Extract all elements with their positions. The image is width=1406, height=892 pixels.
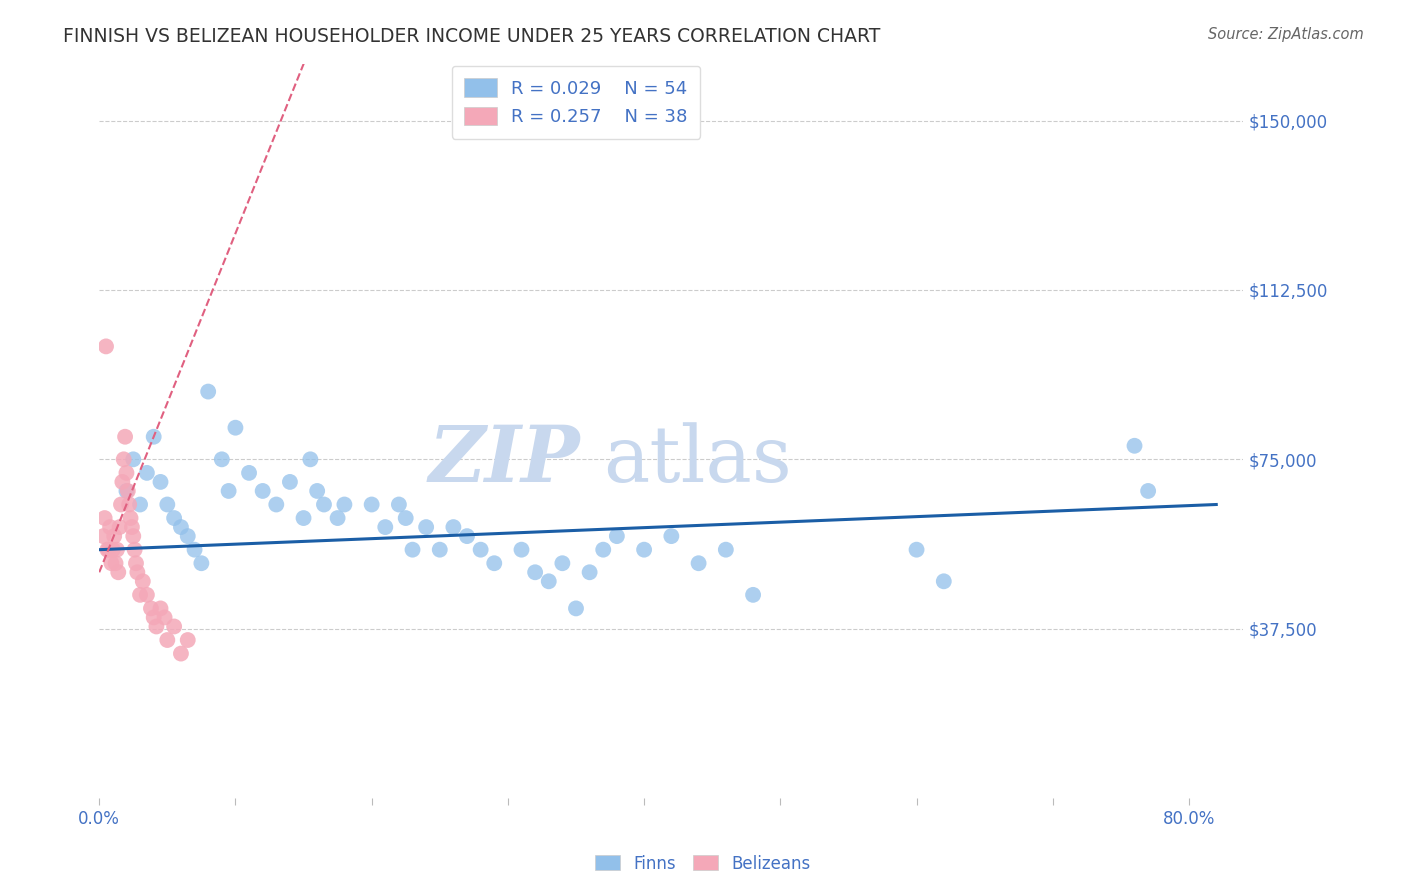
Point [94, 339, 117, 353]
Point [129, 588, 152, 602]
Point [360, 498, 382, 512]
Point [401, 542, 423, 557]
Point [388, 498, 411, 512]
Point [238, 466, 260, 480]
Point [307, 483, 329, 498]
Point [470, 542, 492, 557]
Point [125, 556, 148, 570]
Point [218, 483, 240, 498]
Point [633, 542, 655, 557]
Point [145, 619, 167, 633]
Point [688, 556, 710, 570]
Point [100, 556, 122, 570]
Point [110, 498, 132, 512]
Point [211, 452, 233, 467]
Point [121, 520, 143, 534]
Point [224, 420, 246, 434]
Point [592, 542, 614, 557]
Point [374, 520, 396, 534]
Point [170, 647, 193, 661]
Point [429, 542, 451, 557]
Point [484, 556, 506, 570]
Point [606, 529, 628, 543]
Point [395, 511, 418, 525]
Point [97, 542, 120, 557]
Point [91, 529, 114, 543]
Point [326, 511, 349, 525]
Point [441, 520, 464, 534]
Point [111, 475, 134, 489]
Point [139, 601, 162, 615]
Point [105, 542, 128, 557]
Point [905, 542, 928, 557]
Point [551, 556, 574, 570]
Point [266, 498, 288, 512]
Point [156, 498, 179, 512]
Point [120, 511, 142, 525]
Text: FINNISH VS BELIZEAN HOUSEHOLDER INCOME UNDER 25 YEARS CORRELATION CHART: FINNISH VS BELIZEAN HOUSEHOLDER INCOME U… [63, 27, 880, 45]
Point [124, 542, 146, 557]
Text: ZIP: ZIP [429, 422, 579, 499]
Point [115, 483, 138, 498]
Point [278, 475, 301, 489]
Point [292, 511, 315, 525]
Point [510, 542, 533, 557]
Point [98, 520, 121, 534]
Point [129, 498, 152, 512]
Point [932, 574, 955, 589]
Point [197, 384, 219, 399]
Point [170, 520, 193, 534]
Point [93, 511, 115, 525]
Point [135, 466, 157, 480]
Point [299, 452, 322, 467]
Point [142, 430, 165, 444]
Point [149, 475, 172, 489]
Point [153, 610, 176, 624]
Point [190, 556, 212, 570]
Point [714, 542, 737, 557]
Point [524, 566, 547, 580]
Point [156, 633, 179, 648]
Point [108, 520, 131, 534]
Point [118, 498, 141, 512]
Point [565, 601, 588, 615]
Point [183, 542, 205, 557]
Point [96, 542, 118, 557]
Point [127, 566, 149, 580]
Point [114, 430, 136, 444]
Point [1137, 483, 1160, 498]
Point [312, 498, 335, 512]
Point [103, 529, 125, 543]
Point [163, 619, 186, 633]
Point [122, 529, 145, 543]
Point [742, 588, 765, 602]
Legend: Finns, Belizeans: Finns, Belizeans [589, 848, 817, 880]
Point [142, 610, 165, 624]
Point [252, 483, 274, 498]
Legend: R = 0.029    N = 54, R = 0.257    N = 38: R = 0.029 N = 54, R = 0.257 N = 38 [451, 66, 700, 139]
Point [112, 452, 135, 467]
Point [1123, 439, 1146, 453]
Text: Source: ZipAtlas.com: Source: ZipAtlas.com [1208, 27, 1364, 42]
Point [659, 529, 682, 543]
Point [177, 529, 200, 543]
Text: atlas: atlas [603, 423, 792, 499]
Point [115, 466, 138, 480]
Point [104, 556, 127, 570]
Point [135, 588, 157, 602]
Point [101, 542, 124, 557]
Point [117, 483, 139, 498]
Point [333, 498, 356, 512]
Point [163, 511, 186, 525]
Point [177, 633, 200, 648]
Point [107, 566, 129, 580]
Point [122, 452, 145, 467]
Point [149, 601, 172, 615]
Point [578, 566, 600, 580]
Point [456, 529, 478, 543]
Point [537, 574, 560, 589]
Point [415, 520, 437, 534]
Point [132, 574, 155, 589]
